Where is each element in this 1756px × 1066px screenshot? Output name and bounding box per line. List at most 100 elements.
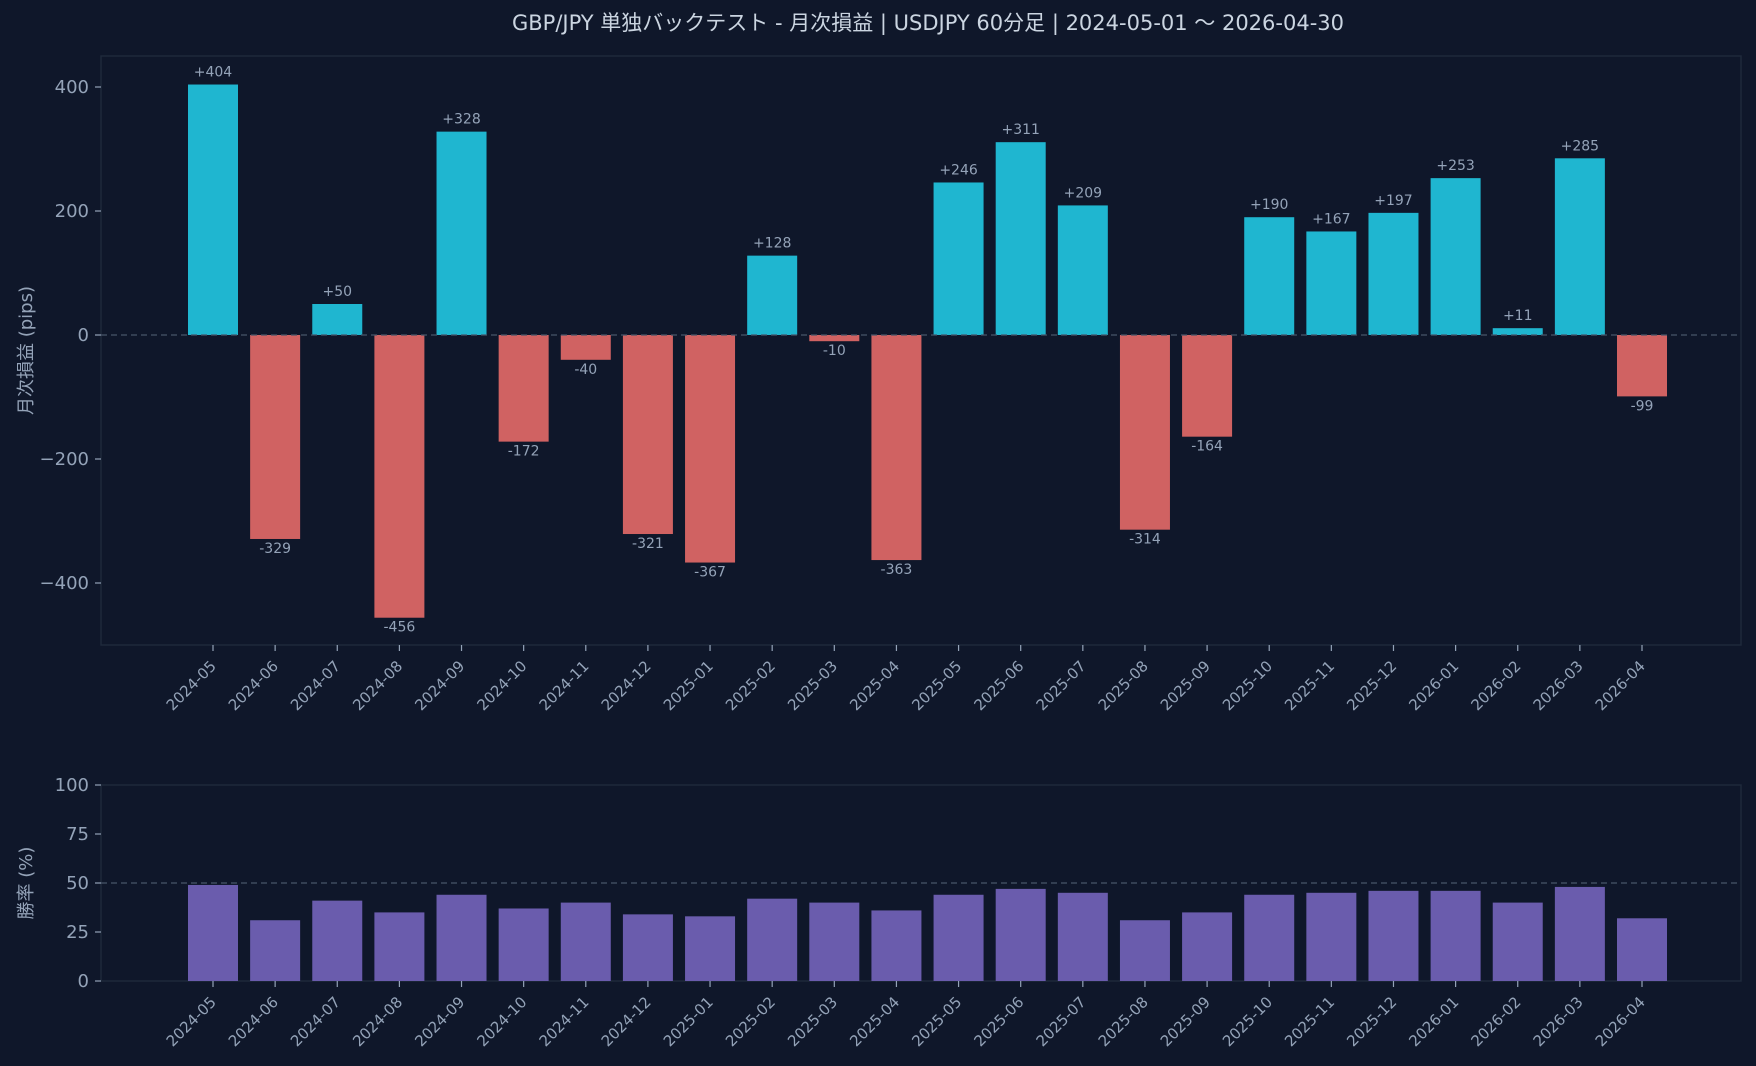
wr-bar [1554,886,1605,981]
pnl-data-label: +209 [1064,185,1102,201]
pnl-x-tick-label: 2025-05 [908,657,965,714]
wr-bar [250,920,301,981]
pnl-data-label: -363 [881,562,913,578]
pnl-bar [498,335,549,442]
wr-bar [622,914,673,981]
wr-y-tick-label: 100 [55,775,89,796]
pnl-data-label: -329 [259,541,291,557]
pnl-bar [436,131,487,335]
wr-bar [1244,894,1295,981]
pnl-data-label: -456 [384,620,416,636]
wr-x-tick-label: 2024-05 [163,993,220,1050]
wr-bar [1430,890,1481,981]
wr-y-tick-label: 75 [66,824,89,845]
wr-bar [1182,912,1233,981]
pnl-x-tick-label: 2024-10 [473,657,530,714]
wr-x-tick-label: 2025-10 [1219,993,1276,1050]
wr-y-tick-label: 0 [78,971,89,992]
wr-x-tick-label: 2025-05 [908,993,965,1050]
pnl-bar [1430,178,1481,335]
pnl-y-tick-label: −400 [40,573,89,594]
pnl-bar [995,142,1046,335]
chart-title: GBP/JPY 単独バックテスト - 月次損益 | USDJPY 60分足 | … [512,11,1344,36]
wr-bar [312,900,363,981]
pnl-bar [1182,335,1233,437]
wr-bar [1492,902,1543,981]
pnl-bar [1554,158,1605,335]
pnl-x-tick-label: 2025-11 [1281,657,1338,714]
pnl-data-label: +128 [753,236,791,252]
wr-x-tick-label: 2024-12 [598,993,655,1050]
pnl-data-label: -314 [1129,532,1161,548]
wr-x-tick-label: 2024-11 [536,993,593,1050]
pnl-bar [374,335,425,618]
pnl-x-tick-label: 2024-05 [163,657,220,714]
wr-bar [1306,892,1357,981]
pnl-data-label: +328 [442,112,480,128]
pnl-y-ticks: 400 200 0 −200 −400 [40,77,101,594]
wr-x-tick-label: 2024-06 [225,993,282,1050]
wr-x-tick-label: 2024-07 [287,993,344,1050]
wr-x-tick-label: 2026-02 [1468,993,1525,1050]
pnl-bar [250,335,301,539]
pnl-bar [747,255,798,335]
pnl-data-label: +253 [1436,158,1474,174]
pnl-x-tick-label: 2025-07 [1033,657,1090,714]
wr-bar [933,894,984,981]
wr-bar [374,912,425,981]
wr-bar [1617,918,1667,981]
wr-x-tick-label: 2025-08 [1095,993,1152,1050]
pnl-data-label: +11 [1503,308,1533,324]
wr-bar [747,898,798,981]
pnl-bar [1306,231,1357,335]
pnl-bar [1244,217,1295,335]
wr-x-tick-label: 2025-11 [1281,993,1338,1050]
monthly-pnl-panel: 月次損益 (pips) 400 200 0 −200 −400 +404 -329 +50 -… [16,55,1742,714]
pnl-data-label: +190 [1250,197,1288,213]
pnl-x-tick-label: 2024-06 [225,657,282,714]
wr-x-tick-label: 2025-02 [722,993,779,1050]
pnl-data-label: +404 [194,65,233,81]
wr-bar [1368,890,1419,981]
wr-bar [871,910,922,981]
pnl-bar [1617,335,1667,397]
pnl-bar [871,335,922,561]
pnl-x-tick-label: 2025-04 [846,657,903,714]
pnl-x-tick-label: 2025-09 [1157,657,1214,714]
pnl-bar [1368,212,1419,335]
wr-x-tick-label: 2026-01 [1405,993,1462,1050]
pnl-data-label: -321 [632,536,664,552]
wr-x-tick-label: 2025-06 [970,993,1027,1050]
pnl-data-label: -10 [823,343,846,359]
pnl-x-tick-label: 2026-01 [1405,657,1462,714]
pnl-bar [1057,205,1108,335]
pnl-x-tick-label: 2026-02 [1468,657,1525,714]
wr-x-tick-label: 2024-08 [349,993,406,1050]
wr-bar [809,902,860,981]
pnl-x-tick-label: 2024-11 [536,657,593,714]
wr-x-tick-label: 2026-03 [1530,993,1587,1050]
pnl-x-tick-label: 2025-06 [970,657,1027,714]
pnl-y-axis-label: 月次損益 (pips) [16,286,37,415]
wr-bar [995,888,1046,981]
pnl-bar [933,182,984,335]
pnl-bar [1492,328,1543,335]
pnl-data-label: -367 [694,565,726,581]
pnl-y-tick-label: 400 [55,77,89,98]
pnl-axes-frame [100,55,1742,646]
pnl-data-label: -172 [508,444,540,460]
pnl-bar [622,335,673,535]
pnl-bar [685,335,736,563]
wr-bar [188,884,238,981]
pnl-x-tick-label: 2024-07 [287,657,344,714]
wr-bar [685,916,736,981]
wr-x-tick-label: 2025-04 [846,993,903,1050]
wr-x-tick-label: 2024-09 [411,993,468,1050]
pnl-bar [312,304,363,335]
pnl-data-label: +50 [322,284,352,300]
pnl-bar [188,84,238,336]
pnl-x-tick-label: 2025-12 [1343,657,1400,714]
winrate-y-axis-label: 勝率 (%) [16,847,37,920]
pnl-data-label: -164 [1191,439,1223,455]
wr-bar [1057,892,1108,981]
